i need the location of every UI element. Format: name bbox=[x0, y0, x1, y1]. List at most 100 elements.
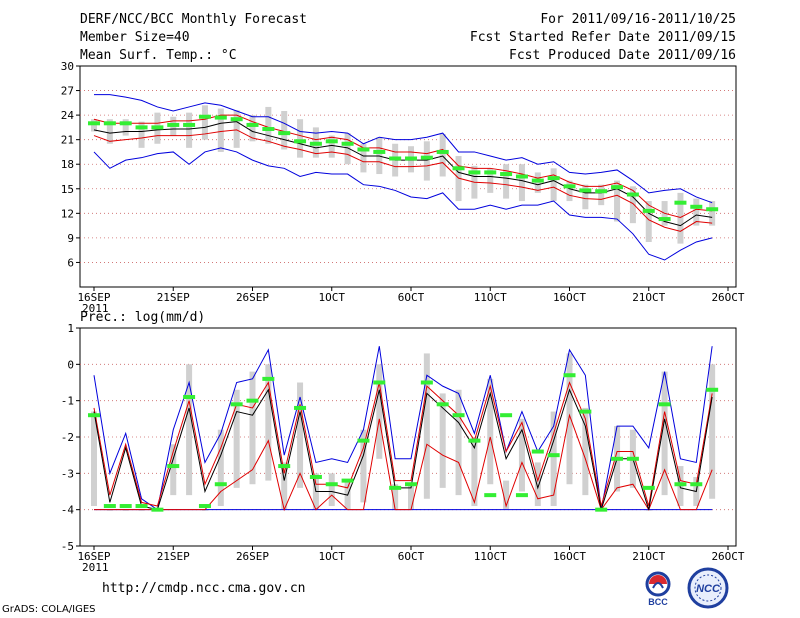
ensemble-box bbox=[249, 371, 256, 485]
obs-marker bbox=[230, 402, 243, 407]
ensemble-box bbox=[629, 186, 636, 224]
y-tick-label: 0 bbox=[67, 358, 74, 371]
obs-marker bbox=[262, 127, 275, 132]
obs-marker bbox=[484, 493, 497, 498]
series-mean-line bbox=[93, 388, 713, 511]
obs-marker bbox=[690, 482, 703, 487]
ensemble-box bbox=[582, 407, 589, 496]
x-tick-label: 26SEP bbox=[236, 291, 269, 304]
x-tick-label: 1OCT bbox=[319, 291, 346, 304]
ncc-logo-text: NCC bbox=[696, 583, 721, 595]
series-upper-line bbox=[93, 114, 713, 218]
obs-marker bbox=[500, 172, 513, 177]
source-url[interactable]: http://cmdp.ncc.cma.gov.cn bbox=[102, 581, 306, 596]
ensemble-box bbox=[677, 192, 684, 244]
series-min-line bbox=[93, 147, 713, 261]
obs-marker bbox=[341, 478, 354, 483]
ensemble-box bbox=[645, 201, 652, 242]
obs-marker bbox=[278, 131, 291, 136]
y-tick-label: 24 bbox=[61, 109, 75, 122]
ensemble-box bbox=[503, 480, 510, 510]
y-tick-label: -2 bbox=[61, 431, 74, 444]
ensemble-box bbox=[566, 353, 573, 485]
ensemble-box bbox=[217, 429, 224, 507]
obs-marker bbox=[88, 413, 100, 418]
obs-marker bbox=[547, 453, 560, 458]
obs-marker bbox=[611, 185, 624, 190]
ensemble-box bbox=[233, 110, 240, 148]
ensemble-box bbox=[518, 418, 525, 492]
obs-marker bbox=[167, 464, 180, 469]
obs-marker bbox=[626, 192, 639, 197]
obs-marker bbox=[658, 217, 671, 222]
y-tick-label: -3 bbox=[61, 467, 74, 480]
obs-marker bbox=[674, 200, 687, 205]
bcc-logo: BCC bbox=[645, 571, 671, 607]
ensemble-box bbox=[487, 378, 494, 485]
obs-marker bbox=[420, 155, 433, 160]
x-tick-label: 6OCT bbox=[398, 291, 425, 304]
series-upper-line bbox=[93, 381, 713, 507]
ensemble-box bbox=[186, 364, 193, 496]
ensemble-box bbox=[392, 484, 399, 510]
panel-precipitation: -5 -4 -3 -2 -1 0 1 16SEP 21SEP 26SEP 1OCT 6OCT 11OCT… bbox=[61, 310, 745, 574]
obs-marker bbox=[230, 117, 243, 122]
y-tick-label: 6 bbox=[67, 256, 74, 269]
ensemble-box bbox=[297, 119, 304, 158]
obs-marker bbox=[373, 380, 386, 385]
obs-marker bbox=[468, 170, 481, 175]
ensemble-box bbox=[534, 172, 541, 193]
obs-marker bbox=[183, 395, 196, 400]
x-tick-label: 16OCT bbox=[553, 550, 586, 563]
obs-marker bbox=[658, 402, 671, 407]
obs-marker bbox=[484, 170, 497, 175]
obs-marker bbox=[389, 485, 402, 490]
ensemble-box bbox=[201, 105, 208, 140]
x-tick-label: 21SEP bbox=[157, 291, 190, 304]
obs-marker bbox=[531, 178, 544, 183]
obs-marker bbox=[642, 485, 655, 490]
x-tick-label: 26OCT bbox=[711, 550, 744, 563]
obs-marker bbox=[468, 438, 481, 443]
obs-marker bbox=[294, 405, 307, 410]
obs-marker bbox=[706, 387, 719, 392]
ensemble-box bbox=[328, 473, 335, 507]
obs-marker bbox=[405, 482, 417, 487]
obs-marker bbox=[452, 166, 465, 171]
grads-credit: GrADS: COLA/IGES bbox=[2, 604, 96, 615]
obs-marker bbox=[373, 149, 386, 154]
obs-marker bbox=[151, 507, 164, 512]
ensemble-box bbox=[360, 143, 367, 173]
x-tick-label: 21OCT bbox=[632, 291, 665, 304]
ensemble-box bbox=[534, 462, 541, 507]
y-tick-label: 18 bbox=[61, 158, 74, 171]
ensemble-box bbox=[455, 389, 462, 496]
panel-temperature: 6 9 12 15 18 21 24 27 30 16SEP 21SEP 26SEP 1OCT 6OCT 1… bbox=[61, 60, 745, 315]
ensemble-box bbox=[91, 119, 97, 132]
ensemble-box bbox=[423, 353, 430, 499]
obs-marker bbox=[357, 438, 370, 443]
y-tick-label: 12 bbox=[61, 207, 74, 220]
ensemble-box bbox=[503, 164, 510, 199]
ncc-logo: NCC bbox=[687, 567, 729, 609]
obs-marker bbox=[103, 121, 116, 126]
ensemble-box bbox=[376, 364, 383, 459]
ensemble-box bbox=[186, 112, 193, 148]
obs-marker bbox=[611, 456, 624, 461]
obs-marker bbox=[135, 125, 148, 130]
year-label: 2011 bbox=[82, 561, 109, 574]
obs-marker bbox=[563, 184, 576, 189]
series-max-line bbox=[94, 94, 713, 204]
y-tick-label: 9 bbox=[67, 232, 74, 245]
ensemble-box bbox=[518, 164, 525, 202]
ensemble-box bbox=[106, 119, 113, 144]
x-tick-label: 16SEP bbox=[77, 550, 110, 563]
ensemble-box bbox=[550, 168, 557, 202]
ensemble-box bbox=[661, 371, 668, 496]
x-tick-label: 6OCT bbox=[398, 550, 425, 563]
series-lower-line bbox=[93, 129, 713, 232]
x-tick-label: 11OCT bbox=[474, 291, 507, 304]
obs-marker bbox=[103, 504, 116, 509]
chart-title: DERF/NCC/BCC Monthly Forecast bbox=[80, 12, 307, 27]
obs-marker bbox=[436, 149, 449, 154]
